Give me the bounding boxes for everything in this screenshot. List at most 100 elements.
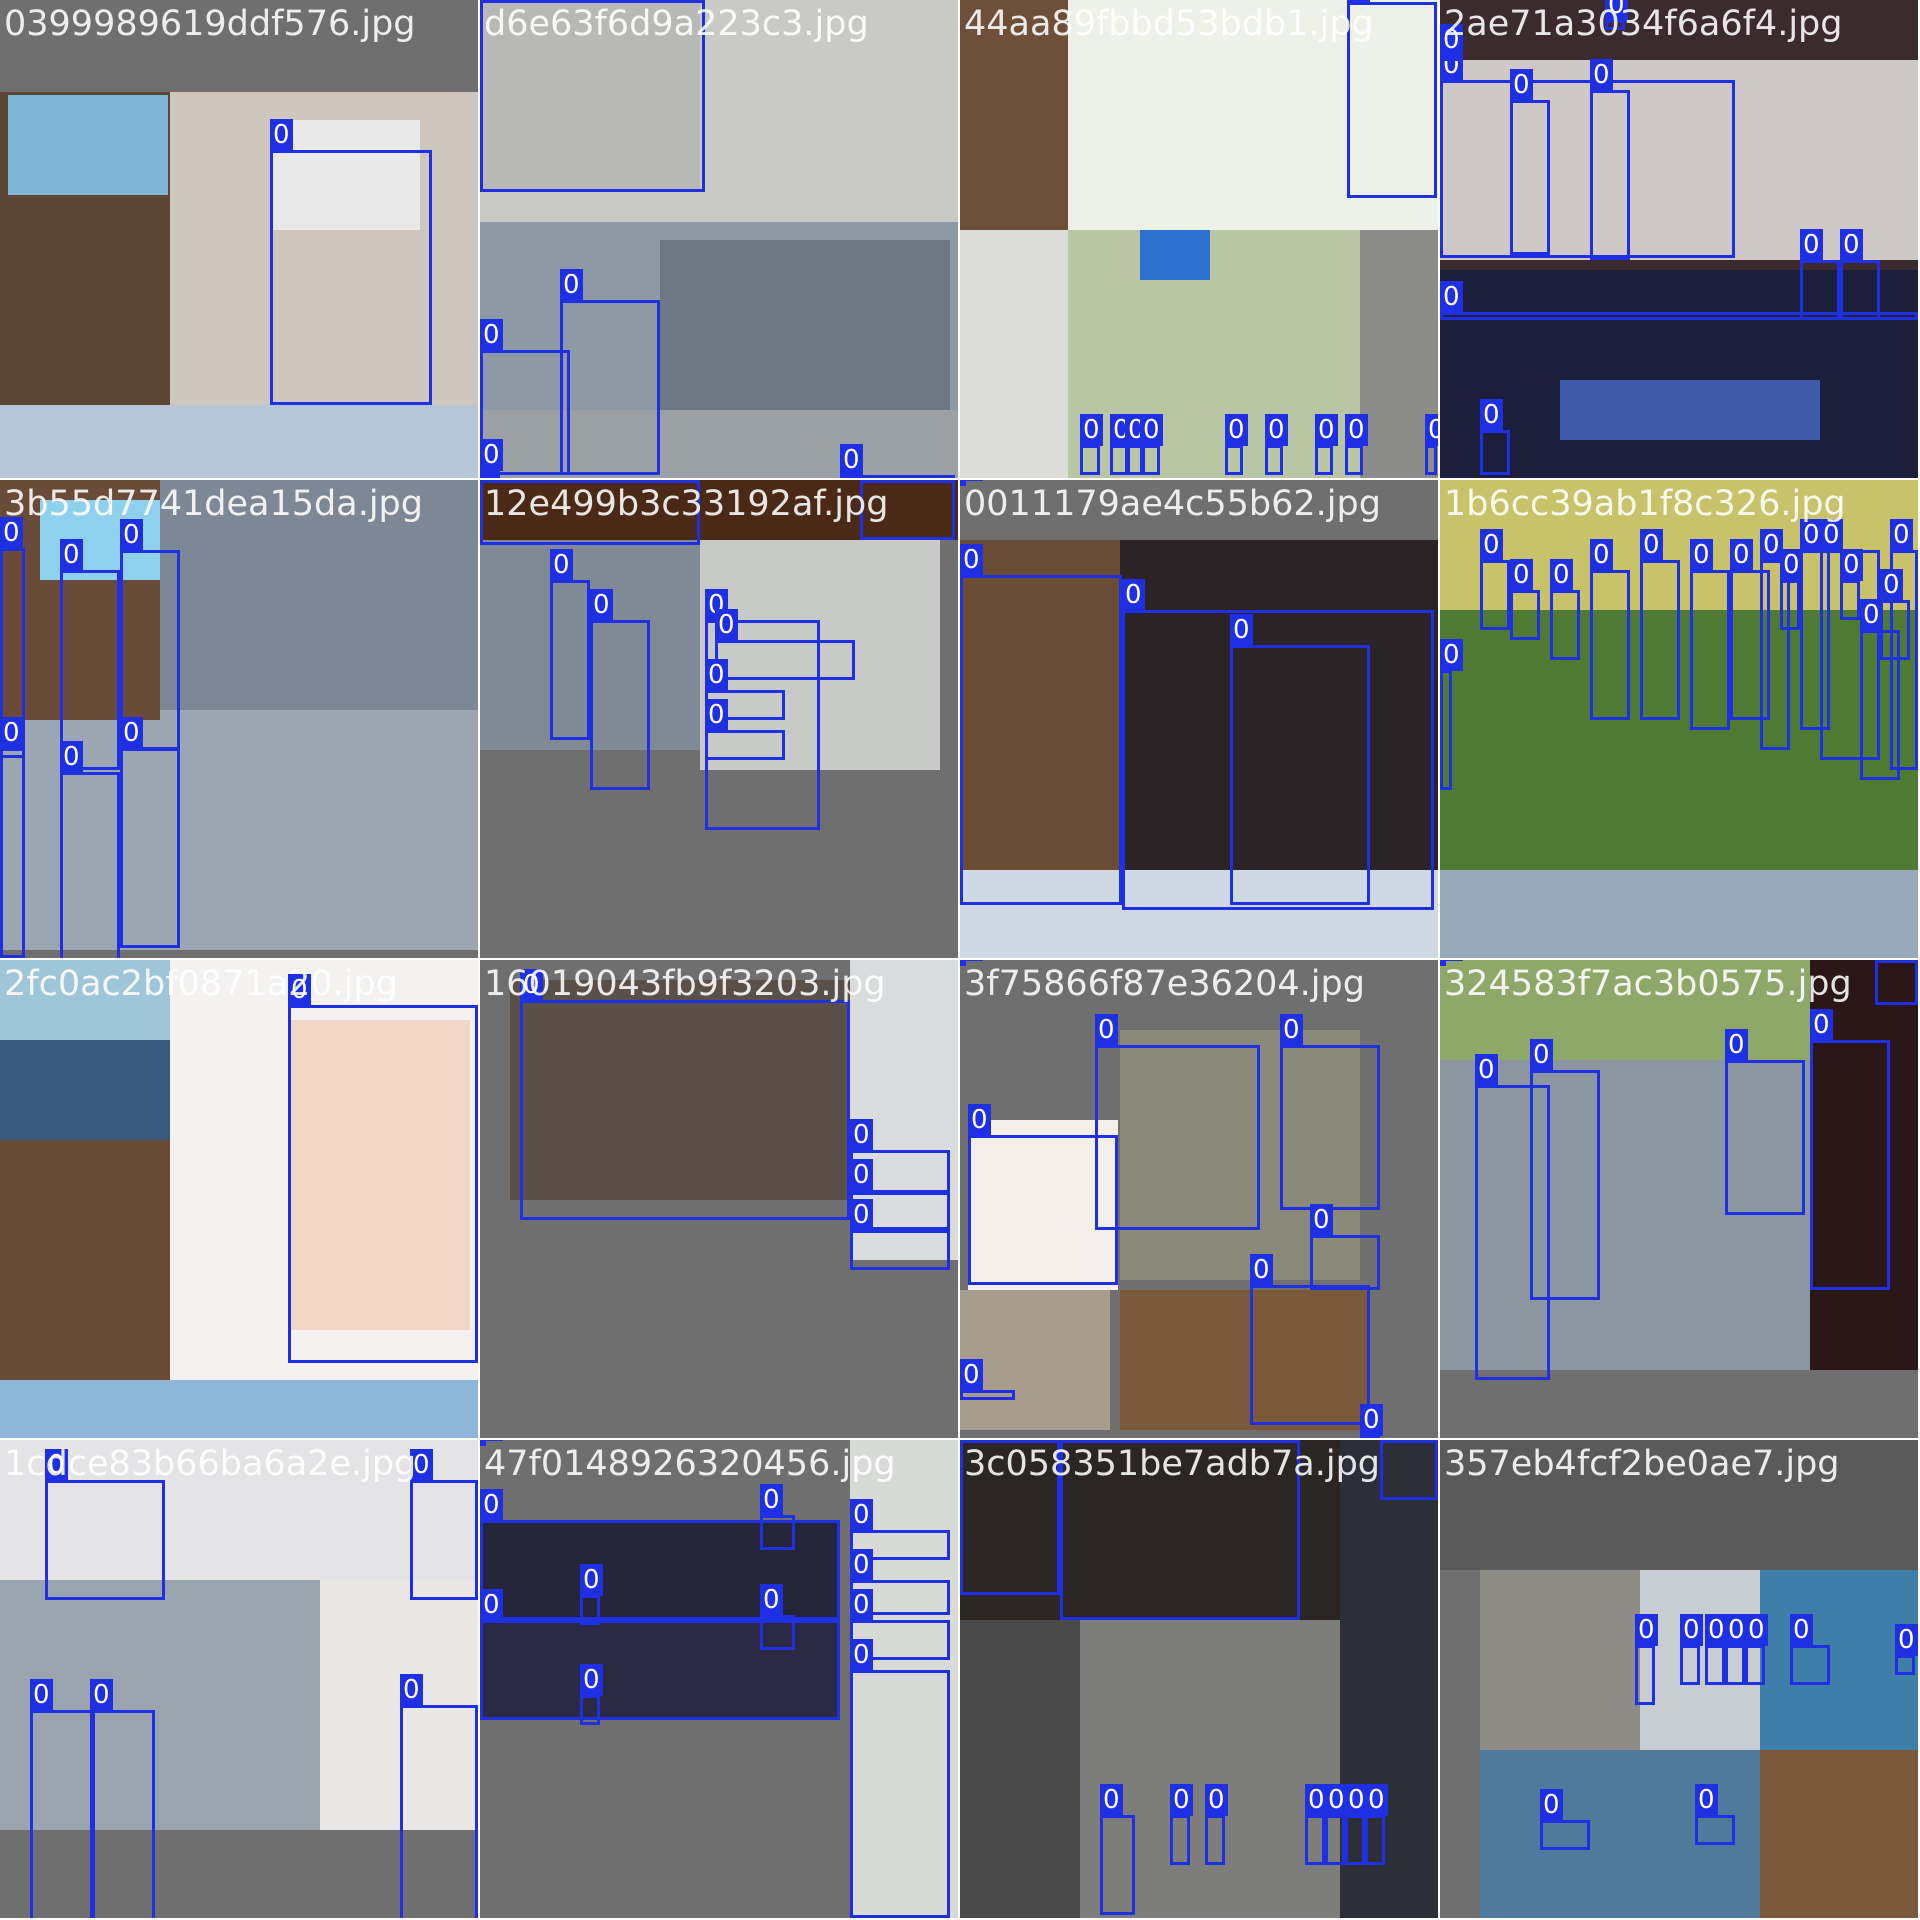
detection-box: 0 xyxy=(1345,1784,1368,1865)
tile-filename: 0399989619ddf576.jpg xyxy=(4,4,416,44)
detection-box: 0 xyxy=(1095,1014,1260,1230)
detection-box: 0 xyxy=(480,1589,840,1720)
class-label: 0 xyxy=(850,1159,873,1191)
class-label: 0 xyxy=(1440,960,1463,961)
detection-box: 0 xyxy=(1140,414,1163,475)
detection-box: 0 xyxy=(1380,1440,1438,1500)
detection-box: 0 xyxy=(45,1449,165,1600)
class-label: 0 xyxy=(1122,579,1145,611)
image-patch xyxy=(1440,870,1918,958)
tile-image xyxy=(0,960,478,1438)
detection-box: 0 xyxy=(1060,1440,1300,1620)
class-label: 0 xyxy=(520,969,543,1001)
class-label: 0 xyxy=(1060,1440,1083,1441)
mosaic-tile: 3b55d7741dea15da.jpg 0 0 0 0 0 0 xyxy=(0,480,478,958)
tile-filename: 357eb4fcf2be0ae7.jpg xyxy=(1444,1444,1840,1484)
detection-box: 0 xyxy=(1440,960,1463,966)
detection-box: 0 xyxy=(550,549,590,740)
detection-box: 0 xyxy=(850,1589,950,1660)
detection-box: 0 xyxy=(1225,414,1248,475)
class-label: 0 xyxy=(0,517,23,549)
class-label: 0 xyxy=(480,1489,503,1521)
detection-box: 0 xyxy=(480,319,570,475)
mosaic-tile: 3f75866f87e36204.jpg 0 0 0 0 0 0 0 0 xyxy=(960,960,1438,1438)
tile-filename: 3c058351be7adb7a.jpg xyxy=(964,1444,1381,1484)
detection-box: 0 xyxy=(760,1484,795,1550)
image-patch xyxy=(1440,1440,1918,1570)
class-label: 0 xyxy=(1590,539,1613,571)
mosaic-tile: 0399989619ddf576.jpg 0 xyxy=(0,0,478,478)
image-patch xyxy=(1140,230,1210,280)
class-label: 0 xyxy=(840,444,863,476)
tile-image xyxy=(1440,480,1918,958)
class-label: 0 xyxy=(45,1449,68,1481)
detection-box: 0 xyxy=(1590,539,1630,720)
class-label: 0 xyxy=(1440,24,1463,56)
class-label: 0 xyxy=(1635,1614,1658,1646)
tile-image xyxy=(1440,960,1918,1438)
class-label: 0 xyxy=(1890,519,1913,551)
detection-box: 0 xyxy=(1425,414,1438,475)
detection-box: 0 xyxy=(480,480,700,545)
image-patch xyxy=(480,0,700,190)
class-label: 0 xyxy=(1695,1784,1718,1816)
class-label: 0 xyxy=(705,699,728,731)
mosaic-tile: d6e63f6d9a223c3.jpg 0 0 0 0 0 xyxy=(480,0,958,478)
detection-box: 0 xyxy=(850,1119,950,1195)
detection-box: 0 xyxy=(270,119,432,405)
detection-box: 0 xyxy=(1725,1614,1748,1685)
detection-box: 0 xyxy=(1640,529,1680,720)
detection-box: 0 xyxy=(1475,1054,1550,1380)
class-label: 0 xyxy=(410,1449,433,1481)
detection-box: 0 xyxy=(1895,1624,1918,1675)
detection-box: 0 xyxy=(1540,1789,1590,1850)
mosaic-tile: 16019043fb9f3203.jpg 0 0 0 0 xyxy=(480,960,958,1438)
class-label: 0 xyxy=(30,1679,53,1711)
detection-box: 0 xyxy=(1440,49,1735,258)
class-label: 0 xyxy=(0,717,23,749)
class-label: 0 xyxy=(960,544,983,576)
image-patch xyxy=(480,480,958,540)
detection-box: 0 xyxy=(0,517,25,758)
class-label: 0 xyxy=(1100,1784,1123,1816)
detection-box: 0 xyxy=(1480,529,1510,630)
image-patch xyxy=(0,1580,320,1830)
detection-box: 0 xyxy=(850,1639,950,1918)
class-label: 0 xyxy=(1875,960,1898,961)
image-patch xyxy=(510,980,850,1200)
detection-box: 0 xyxy=(1325,1784,1348,1865)
tile-image xyxy=(960,960,1438,1438)
image-patch xyxy=(960,1620,1080,1918)
class-label: 0 xyxy=(1315,414,1338,446)
detection-box: 0 xyxy=(1080,414,1103,475)
class-label: 0 xyxy=(60,741,83,773)
class-label: 0 xyxy=(850,1199,873,1231)
class-label: 0 xyxy=(1725,1614,1748,1646)
detection-box: 0 xyxy=(1550,559,1580,660)
detection-box: 0 xyxy=(580,1564,603,1625)
image-patch xyxy=(960,480,1438,540)
class-label: 0 xyxy=(1800,229,1823,261)
detection-box: 0 xyxy=(1440,24,1463,61)
class-label: 0 xyxy=(550,549,573,581)
image-patch xyxy=(0,1830,478,1918)
class-label: 0 xyxy=(968,1104,991,1136)
detection-box: 0 xyxy=(1635,1614,1658,1705)
detection-box: 0 xyxy=(480,1489,840,1620)
class-label: 0 xyxy=(1365,1784,1388,1816)
detection-box: 0 xyxy=(1730,539,1770,720)
detection-box: 0 xyxy=(1100,1784,1135,1915)
detection-box: 0 xyxy=(1280,1014,1380,1210)
class-label: 0 xyxy=(1250,1254,1273,1286)
detection-box: 0 xyxy=(480,1440,503,1446)
class-label: 0 xyxy=(1440,639,1463,671)
detection-box: 0 xyxy=(1810,1009,1890,1290)
detection-box: 0 xyxy=(960,1440,1060,1595)
detection-box: 0 xyxy=(1680,1614,1703,1685)
detection-box: 0 xyxy=(960,480,983,486)
class-label: 0 xyxy=(590,589,613,621)
